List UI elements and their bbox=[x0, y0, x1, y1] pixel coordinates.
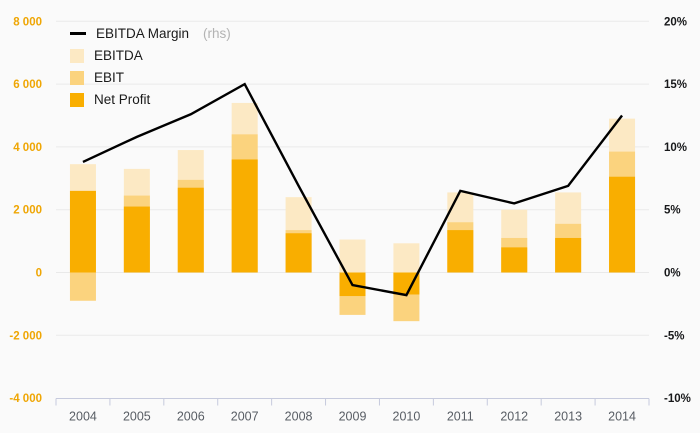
y-axis-label-left: 4 000 bbox=[13, 142, 42, 154]
y-axis-label-left: -4 000 bbox=[9, 393, 42, 405]
bar-ebitda-2010 bbox=[393, 243, 420, 273]
bar-net-profit-2008 bbox=[285, 233, 312, 273]
y-axis-label-left: -2 000 bbox=[9, 330, 42, 342]
y-axis-label-left: 2 000 bbox=[13, 205, 42, 217]
bar-net-profit-2013 bbox=[555, 237, 582, 273]
x-axis-label: 2013 bbox=[554, 409, 582, 423]
legend-label: Net Profit bbox=[94, 92, 151, 107]
line-swatch-icon bbox=[70, 32, 86, 35]
x-axis-label: 2009 bbox=[339, 409, 367, 423]
bar-net-profit-2012 bbox=[501, 247, 528, 273]
legend-label: EBITDA bbox=[94, 48, 143, 63]
bar-net-profit-2010 bbox=[393, 272, 420, 295]
ebitda-swatch-icon bbox=[70, 48, 84, 63]
x-axis-label: 2012 bbox=[500, 409, 528, 423]
bar-net-profit-2004 bbox=[69, 190, 96, 273]
x-axis-label: 2008 bbox=[285, 409, 313, 423]
x-axis-label: 2007 bbox=[231, 409, 259, 423]
y-axis-label-right: -5% bbox=[664, 330, 684, 342]
x-axis-label: 2004 bbox=[69, 409, 97, 423]
y-axis-label-left: 8 000 bbox=[13, 16, 42, 28]
legend-item-net-profit: Net Profit bbox=[70, 92, 231, 107]
y-axis-label-left: 6 000 bbox=[13, 79, 42, 91]
x-axis-label: 2005 bbox=[123, 409, 151, 423]
bar-net-profit-2014 bbox=[609, 176, 636, 273]
y-axis-label-right: 10% bbox=[664, 142, 687, 154]
ebit-swatch-icon bbox=[70, 70, 84, 85]
x-axis-label: 2011 bbox=[447, 409, 474, 423]
y-axis-label-right: 15% bbox=[664, 79, 687, 91]
y-axis-label-right: 5% bbox=[664, 205, 681, 217]
bar-net-profit-2006 bbox=[177, 187, 204, 273]
legend-item-ebit: EBIT bbox=[70, 70, 231, 85]
bar-net-profit-2005 bbox=[123, 206, 150, 273]
ebitda-margin-line bbox=[82, 82, 623, 297]
legend-label: EBIT bbox=[94, 70, 125, 85]
x-axis-label: 2010 bbox=[393, 409, 421, 423]
bar-ebit-2004 bbox=[69, 272, 96, 301]
net-profit-swatch-icon bbox=[70, 92, 84, 107]
x-axis-label: 2006 bbox=[177, 409, 205, 423]
y-axis-label-left: 0 bbox=[36, 268, 42, 280]
bar-net-profit-2007 bbox=[231, 159, 258, 273]
legend-item-ebitda: EBITDA bbox=[70, 48, 231, 63]
y-axis-label-right: 0% bbox=[664, 268, 681, 280]
y-axis-label-right: -10% bbox=[664, 393, 691, 405]
bar-net-profit-2011 bbox=[447, 230, 474, 273]
legend-item-ebitda-margin: EBITDA Margin (rhs) bbox=[70, 26, 231, 41]
x-axis-label: 2014 bbox=[608, 409, 636, 423]
y-axis-label-right: 20% bbox=[664, 16, 687, 28]
legend-suffix-rhs: (rhs) bbox=[203, 26, 231, 41]
chart-legend: EBITDA Margin (rhs) EBITDA EBIT Net Prof… bbox=[70, 26, 231, 107]
legend-label: EBITDA Margin bbox=[96, 26, 190, 41]
